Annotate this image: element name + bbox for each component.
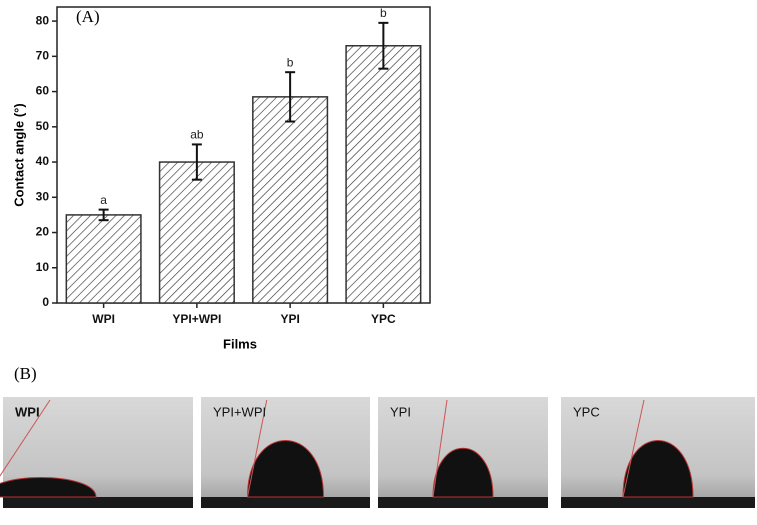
- x-tick-label: YPC: [371, 312, 396, 326]
- droplet: [246, 439, 325, 498]
- y-tick-label: 20: [36, 225, 50, 239]
- panel-label: (B): [14, 364, 37, 383]
- y-tick-label: 50: [36, 119, 50, 133]
- tangent-line: [622, 399, 645, 498]
- y-axis-label: Contact angle (°): [11, 103, 26, 206]
- significance-letter: ab: [190, 128, 204, 142]
- photo-strip: WPI YPI+WPI YPI YPC: [0, 397, 755, 508]
- droplet: [622, 440, 694, 498]
- tangent-line: [432, 399, 448, 498]
- photo-label: YPI: [390, 404, 411, 419]
- y-tick-label: 0: [42, 295, 49, 309]
- significance-letter: b: [380, 6, 387, 20]
- plot-frame: [56, 6, 431, 304]
- bar: [345, 45, 422, 304]
- photo-surface: [3, 497, 193, 508]
- y-tick-label: 40: [36, 154, 50, 168]
- significance-letter: b: [287, 55, 294, 69]
- x-tick-label: WPI: [92, 312, 115, 326]
- y-tick-label: 80: [36, 13, 50, 27]
- y-tick-label: 30: [36, 189, 50, 203]
- panel-label: (A): [76, 7, 100, 26]
- bar: [158, 161, 235, 304]
- photo-surface: [201, 497, 370, 508]
- photo-surface: [561, 497, 755, 508]
- photo-surface: [378, 497, 548, 508]
- x-tick-label: YPI: [280, 312, 299, 326]
- y-tick-label: 10: [36, 260, 50, 274]
- y-tick-label: 60: [36, 84, 50, 98]
- droplet: [0, 477, 97, 498]
- bar: [65, 214, 142, 304]
- photo-label: YPI+WPI: [213, 404, 266, 419]
- y-tick-label: 70: [36, 49, 50, 63]
- significance-letter: a: [100, 193, 107, 207]
- photo-label: YPC: [573, 404, 600, 419]
- tangent-line: [247, 399, 268, 498]
- bar: [252, 96, 329, 304]
- x-tick-label: YPI+WPI: [172, 312, 221, 326]
- photo-label: WPI: [15, 404, 40, 419]
- tangent-line: [0, 399, 51, 477]
- x-axis-label: Films: [223, 336, 257, 351]
